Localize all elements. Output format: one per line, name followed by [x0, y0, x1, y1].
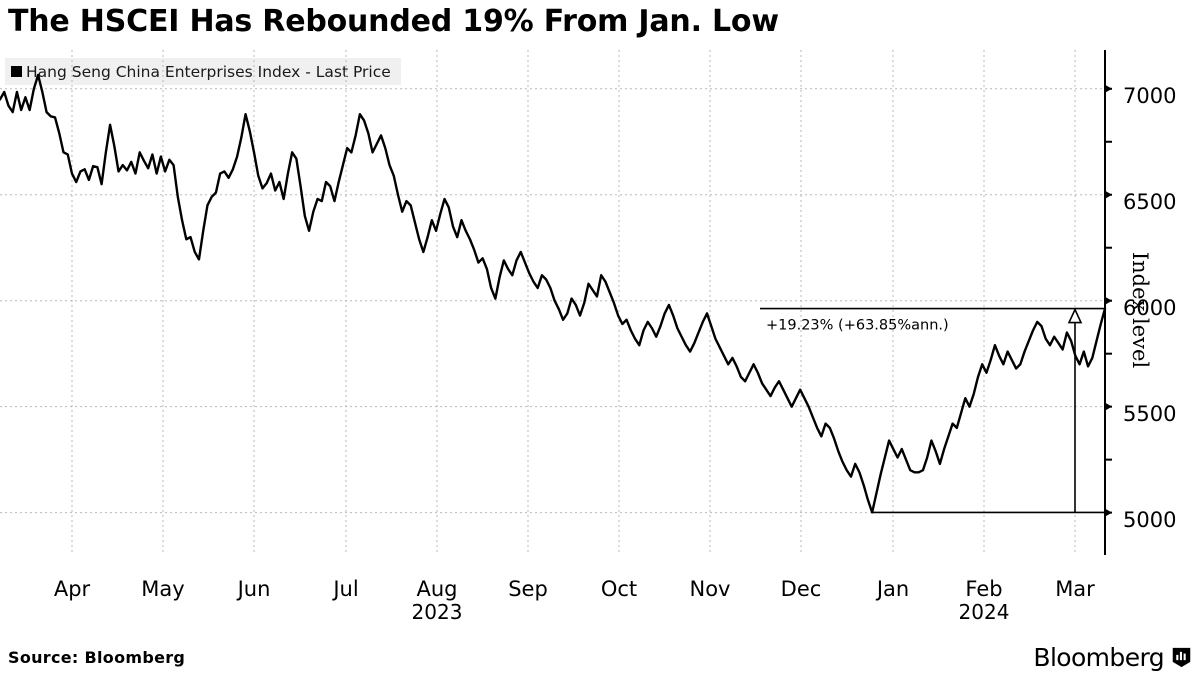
y-axis-tick-7000: 7000 — [1123, 83, 1177, 108]
legend-label-series-1: Hang Seng China Enterprises Index - Last… — [26, 62, 391, 81]
x-tick-month: Dec — [780, 577, 822, 601]
x-axis-tick-jan: Jan — [877, 578, 909, 601]
bloomberg-wordmark: Bloomberg — [1033, 643, 1164, 672]
x-tick-month: Jun — [237, 577, 271, 601]
y-axis-tick-5500: 5500 — [1123, 401, 1177, 426]
x-axis-tick-nov: Nov — [690, 578, 731, 601]
x-axis-tick-feb: Feb 2024 — [959, 578, 1010, 624]
x-axis-tick-jul: Jul — [333, 578, 358, 601]
x-tick-month: Sep — [508, 577, 548, 601]
x-tick-month: Jul — [333, 577, 359, 601]
y-axis-tick-5000: 5000 — [1123, 507, 1177, 532]
source-note: Source: Bloomberg — [8, 648, 186, 667]
x-axis-tick-jun: Jun — [238, 578, 271, 601]
x-tick-month: Oct — [600, 577, 638, 601]
y-axis-tick-6500: 6500 — [1123, 189, 1177, 214]
legend-color-swatch — [11, 66, 22, 77]
x-axis-tick-mar: Mar — [1055, 578, 1095, 601]
rebound-annotation-label: +19.23% (+63.85%ann.) — [766, 318, 949, 334]
bloomberg-badge-icon — [1172, 647, 1191, 668]
y-axis-tick-6000: 6000 — [1123, 295, 1177, 320]
x-axis: Apr May Jun Jul Aug 2023 Sep Oct Nov Dec Jan Feb 202… — [0, 578, 1112, 648]
x-tick-month: Mar — [1055, 577, 1095, 601]
x-tick-month: Nov — [689, 577, 731, 601]
x-tick-month: May — [141, 577, 185, 601]
x-tick-month: Feb — [965, 577, 1003, 601]
x-tick-month: Apr — [53, 577, 91, 601]
chart-legend: Hang Seng China Enterprises Index - Last… — [5, 58, 401, 85]
x-axis-tick-dec: Dec — [781, 578, 822, 601]
x-axis-tick-sep: Sep — [508, 578, 548, 601]
bloomberg-brand: Bloomberg — [1033, 643, 1192, 672]
x-axis-tick-oct: Oct — [601, 578, 637, 601]
chart-plot-area: +19.23% (+63.85%ann.) — [0, 50, 1112, 560]
x-axis-tick-aug: Aug 2023 — [412, 578, 463, 624]
x-tick-year: 2023 — [411, 600, 463, 624]
y-axis: Index level 5000 5500 6000 6500 7000 — [1105, 50, 1200, 570]
x-tick-month: Jan — [876, 577, 910, 601]
page-title: The HSCEI Has Rebounded 19% From Jan. Lo… — [8, 4, 779, 39]
x-axis-tick-apr: Apr — [54, 578, 90, 601]
x-axis-tick-may: May — [141, 578, 184, 601]
line-chart-svg: +19.23% (+63.85%ann.) — [0, 50, 1112, 555]
x-tick-month: Aug — [416, 577, 458, 601]
x-tick-year: 2024 — [958, 600, 1010, 624]
